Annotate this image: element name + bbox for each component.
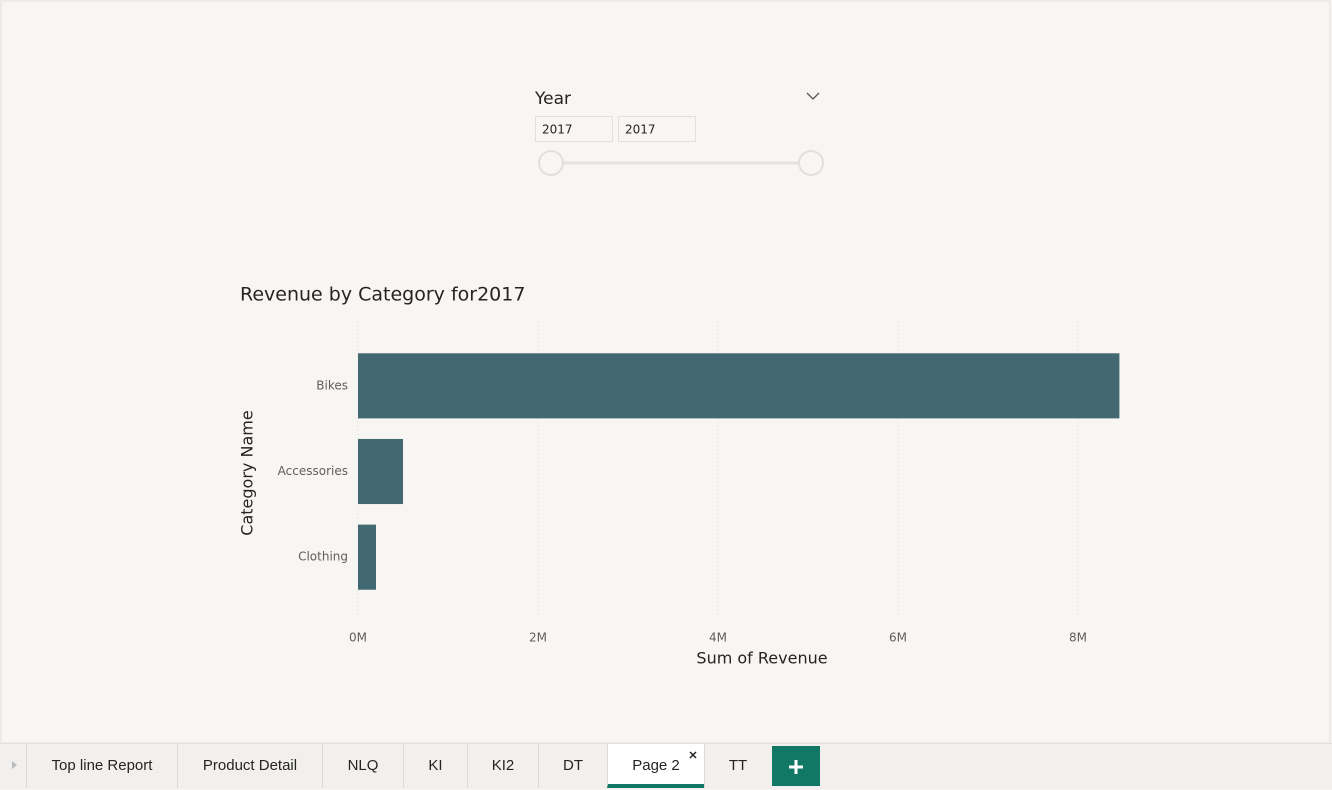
- tab-bar: Top line Report Product Detail NLQ KI KI2 DT P…: [0, 743, 1332, 789]
- scroll-arrow[interactable]: [0, 744, 26, 788]
- bar: [358, 438, 403, 505]
- add-page-button[interactable]: [772, 746, 820, 786]
- x-tick-label: 2M: [529, 631, 547, 645]
- close-tab[interactable]: [688, 750, 698, 760]
- slider-handle[interactable]: [538, 150, 564, 176]
- slicer-from-box[interactable]: [535, 116, 613, 142]
- slicer-chevron[interactable]: [806, 92, 820, 100]
- slicer-from: 2017: [542, 123, 573, 137]
- y-tick-label: Clothing: [298, 550, 348, 564]
- page-tab[interactable]: Top line Report: [26, 744, 177, 788]
- page-tab[interactable]: DT: [538, 744, 607, 788]
- bar: [358, 353, 1120, 419]
- x-tick-label: 8M: [1069, 631, 1087, 645]
- slicer-title: Year: [534, 89, 571, 109]
- slider-handle[interactable]: [798, 150, 824, 176]
- page-tab[interactable]: Page 2: [607, 744, 704, 788]
- page-tab[interactable]: NLQ: [322, 744, 403, 788]
- x-tick-label: 6M: [889, 631, 907, 645]
- chart-title: Revenue by Category for2017: [240, 284, 525, 306]
- page-tab[interactable]: KI2: [467, 744, 538, 788]
- x-axis-label: Sum of Revenue: [696, 649, 827, 668]
- x-tick-label: 0M: [349, 631, 367, 645]
- slicer-to-box[interactable]: [618, 116, 696, 142]
- page-tab[interactable]: Product Detail: [177, 744, 322, 788]
- report-canvas: Year 2017 2017 Revenue by Category for20…: [0, 0, 1331, 743]
- bar: [358, 524, 376, 590]
- slicer-to: 2017: [625, 123, 656, 137]
- y-tick-label: Bikes: [316, 378, 348, 392]
- y-tick-label: Accessories: [278, 464, 348, 478]
- page-tab[interactable]: TT: [704, 744, 771, 788]
- y-axis-label: Category Name: [238, 410, 257, 535]
- page-tab[interactable]: KI: [403, 744, 467, 788]
- x-tick-label: 4M: [709, 631, 727, 645]
